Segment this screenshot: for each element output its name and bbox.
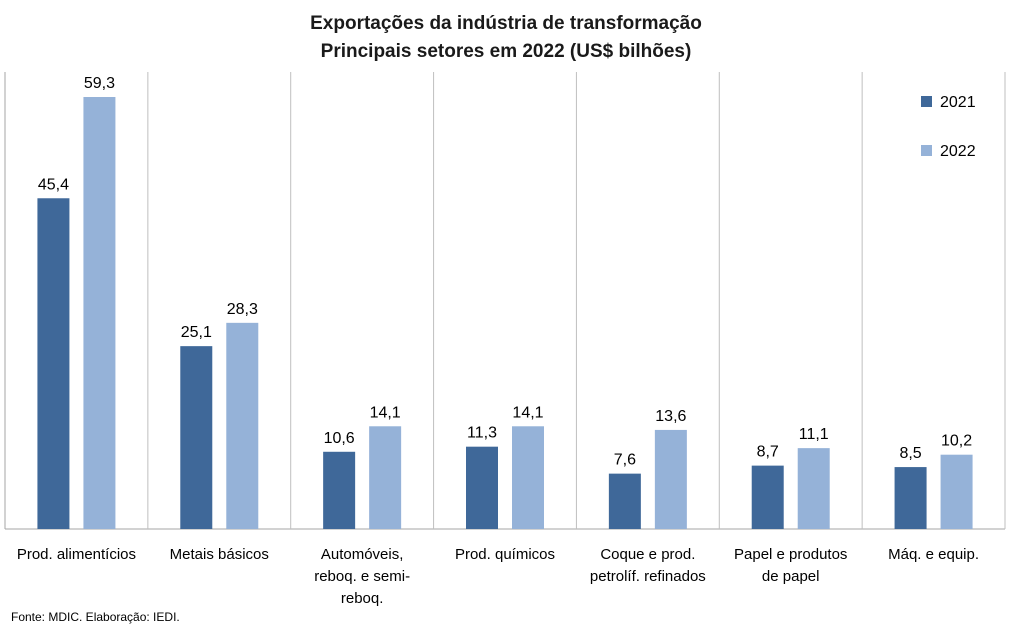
source-note: Fonte: MDIC. Elaboração: IEDI. [11,610,180,624]
bar-2021 [323,451,356,529]
data-label-2021: 10,6 [324,430,355,447]
bar-2021 [751,465,784,529]
data-label-2022: 14,1 [370,404,401,421]
category-label: Papel e produtos [734,546,847,563]
data-label-2022: 10,2 [941,433,972,450]
data-label-2021: 7,6 [614,452,636,469]
legend-label-2021: 2021 [940,94,976,111]
bar-2022 [940,454,973,529]
data-label-2022: 59,3 [84,75,115,92]
bar-2021 [180,346,213,529]
data-label-2022: 13,6 [655,408,686,425]
legend-swatch-2021 [921,96,932,107]
bar-2022 [797,448,830,529]
category-label: reboq. e semi- [314,568,410,585]
category-label: Metais básicos [170,546,269,563]
bar-2022 [226,322,259,529]
data-label-2021: 11,3 [467,425,497,442]
category-label: de papel [762,568,820,585]
data-label-2021: 8,5 [899,445,921,462]
legend-swatch-2022 [921,145,932,156]
category-label: Automóveis, [321,546,404,563]
category-label: Coque e prod. [600,546,695,563]
category-label: Máq. e equip. [888,546,979,563]
data-label-2021: 8,7 [757,444,779,461]
category-label: petrolíf. refinados [590,568,706,585]
data-label-2021: 45,4 [38,176,69,193]
chart-subtitle: Principais setores em 2022 (US$ bilhões) [320,41,692,62]
category-label: Prod. químicos [455,546,555,563]
category-label: Prod. alimentícios [17,546,136,563]
data-label-2021: 25,1 [181,324,212,341]
bar-2021 [608,473,641,529]
legend-label-2022: 2022 [940,143,976,160]
bar-2022 [83,97,116,529]
category-label: reboq. [341,590,384,607]
data-label-2022: 14,1 [512,404,543,421]
bar-2022 [369,426,402,529]
bar-2021 [894,467,927,529]
data-label-2022: 11,1 [799,426,829,443]
chart-title: Exportações da indústria de transformaçã… [310,13,702,34]
data-label-2022: 28,3 [227,301,258,318]
bar-2021 [466,446,498,529]
bar-2022 [512,426,544,529]
bar-2021 [37,198,70,529]
bar-2022 [654,429,687,529]
